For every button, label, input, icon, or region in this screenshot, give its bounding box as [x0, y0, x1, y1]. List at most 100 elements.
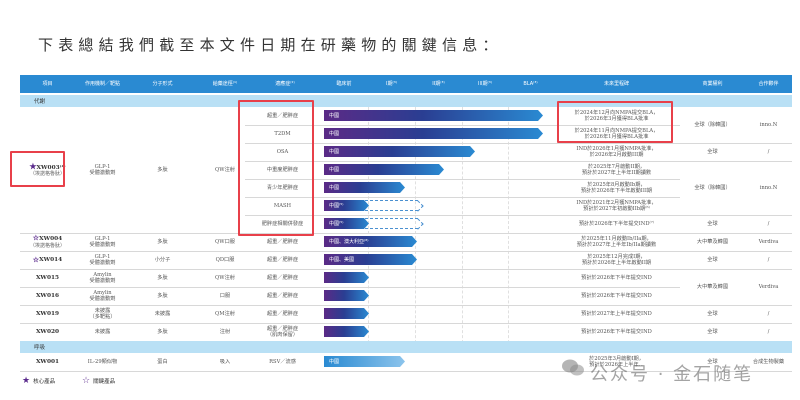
indication: 超重／肥胖症	[266, 274, 299, 281]
header-phase2: II期⁽³⁾	[432, 81, 445, 87]
highlight-box-xw003	[10, 151, 65, 187]
indication: 超重／肥胖症	[266, 112, 299, 119]
partner: inno.N	[759, 184, 778, 191]
section-metabolic: 代謝	[20, 95, 792, 107]
header-mechanism: 作用機制／靶點	[84, 81, 120, 87]
indication: 肥胖症相關併發症	[261, 220, 304, 227]
progress-bar-preclinical	[324, 326, 369, 337]
partner: inno.N	[759, 121, 778, 128]
header-route: 給藥途徑⁽¹⁾	[212, 81, 238, 87]
grid-line	[462, 107, 463, 353]
milestone: 於2024年11月向NMPA提交BLA， 於2026年1月獲得BLA批准	[574, 127, 659, 141]
indication: RSV／流感	[269, 358, 296, 365]
section-respiratory: 呼吸	[20, 341, 792, 353]
commercial-rights: 全球（除韓國）	[694, 184, 731, 191]
header-bla: BLA⁽³⁾	[523, 81, 538, 87]
mechanism: GLP-1 受體激動劑	[89, 235, 116, 249]
indication: T2DM	[274, 130, 291, 137]
highlight-box-milestones	[557, 101, 673, 143]
core-product-star-icon: ★	[22, 376, 31, 386]
commercial-rights: 全球	[707, 256, 718, 263]
indication: 超重／肥胖症 （肌肉保留）	[266, 325, 299, 339]
route: 注射	[219, 328, 231, 335]
header-phase1: I期⁽³⁾	[386, 81, 397, 87]
highlight-box-indications	[238, 100, 314, 236]
progress-bar-preclinical	[324, 290, 369, 301]
project-xw019[interactable]: XW019	[35, 310, 60, 317]
commercial-rights: 全球	[707, 148, 718, 155]
route-xw003: QW注射	[215, 166, 235, 173]
route: QW口服	[215, 238, 235, 245]
key-product-star-outline-icon: ☆	[32, 233, 40, 242]
progress-bar-phase1: 中國、澳大利亞⁽⁸⁾	[324, 236, 417, 247]
table-header: 項目 作用機制／靶點 分子形式 給藥途徑⁽¹⁾ 適應症⁽²⁾ 臨床前 I期⁽³⁾…	[20, 75, 792, 93]
grid-line	[508, 107, 509, 353]
milestone: 預計於2027年上半年提交IND	[581, 310, 652, 317]
key-product-star-outline-icon: ☆	[82, 376, 91, 386]
partner: /	[767, 256, 770, 263]
form: 小分子	[154, 256, 171, 263]
progress-bar-phase1: 中國	[324, 182, 405, 193]
progress-bar-phase2: 中國	[324, 164, 444, 175]
partner: Verdiva	[758, 238, 779, 245]
milestone: IND於2021年2月獲NMPA批准， 預計於2027年初啟動IIb期⁽⁶⁾	[576, 199, 657, 213]
indication: 超重／肥胖症	[266, 292, 299, 299]
milestone: 於2025年8月啟動Ib期， 預計於2026年下半年啟動III期	[580, 181, 653, 195]
progress-bar-preclinical	[324, 272, 369, 283]
watermark: 公众号 · 金石随笔	[590, 364, 754, 385]
progress-bar-preclinical: 中國⁽⁵⁾	[324, 200, 369, 211]
progress-bar-preclinical: 中國⁽⁵⁾	[324, 218, 369, 229]
partner: /	[767, 328, 770, 335]
indication: 青少年肥胖症	[266, 184, 299, 191]
form: 多肽	[157, 274, 168, 281]
project-xw014[interactable]: ☆ XW014	[32, 254, 63, 264]
project-xw020[interactable]: XW020	[35, 328, 60, 335]
route: 吸入	[219, 358, 231, 365]
commercial-rights: 全球	[707, 220, 718, 227]
progress-bar-phase1: 中國、美國	[324, 254, 417, 265]
header-commercial-rights: 商業權利	[702, 81, 723, 87]
legend-key-product: ☆ 關鍵產品	[82, 376, 116, 386]
partner: /	[767, 310, 770, 317]
project-xw015[interactable]: XW015	[35, 274, 60, 281]
header-partner: 合作夥伴	[758, 81, 779, 87]
progress-bar-phase3: 中國	[324, 146, 475, 157]
commercial-rights: 大中華及韓國	[696, 238, 729, 245]
header-indication: 適應症⁽²⁾	[275, 81, 295, 87]
grid-line	[415, 107, 416, 353]
project-xw004[interactable]: ☆XW004 （埃諾格魯肽）	[29, 233, 65, 249]
project-xw003[interactable]: ★XW003⁽⁴⁾ （埃諾格魯肽）	[29, 160, 66, 178]
wechat-icon	[562, 359, 584, 376]
indication: MASH	[273, 202, 292, 209]
header-project: 項目	[42, 81, 53, 87]
commercial-rights: 大中華及韓國	[696, 283, 729, 290]
milestone: 預計於2026年下半年提交IND	[581, 292, 652, 299]
milestone: IND於2026年1月獲NMPA批准， 於2026年2月啟動III期	[576, 145, 657, 159]
progress-bar-bla: 中國	[324, 128, 543, 139]
indication: 超重／肥胖症	[266, 238, 299, 245]
indication: 超重／肥胖症	[266, 256, 299, 263]
partner: 合成生物製藥	[752, 358, 785, 365]
progress-bar-preclinical	[324, 308, 369, 319]
mechanism: Amylin 受體激動劑	[89, 289, 116, 303]
mechanism: IL-29類似物	[87, 358, 118, 365]
project-xw001[interactable]: XW001	[35, 358, 60, 365]
progress-bar-bla: 中國	[324, 110, 543, 121]
grid-line	[368, 107, 369, 353]
milestone: 於2025年11月啟動Ib/IIa期， 預計於2027年上半年Ib/IIa期讀數	[576, 235, 657, 249]
form: 蛋白	[157, 358, 168, 365]
partner: /	[767, 148, 770, 155]
mechanism: GLP-1 受體激動劑	[89, 253, 116, 267]
route: QD口服	[215, 256, 235, 263]
page-title: 下表總結我們截至本文件日期在研藥物的關鍵信息：	[38, 36, 503, 54]
milestone: 預計於2026年下半年提交IND	[581, 274, 652, 281]
commercial-rights: 全球	[707, 328, 718, 335]
commercial-rights: 全球	[707, 358, 718, 365]
milestone: 於2025年7月啟動II期， 預計於2027年上半年II期讀數	[581, 163, 652, 177]
partner: /	[767, 220, 770, 227]
project-xw016[interactable]: XW016	[35, 292, 60, 299]
milestone: 於2024年12月向NMPA提交BLA， 於2026年3月獲得BLA批准	[574, 109, 659, 123]
route: 口服	[219, 292, 231, 299]
form: 未披露	[154, 310, 171, 317]
header-phase3: III期⁽³⁾	[478, 81, 492, 87]
